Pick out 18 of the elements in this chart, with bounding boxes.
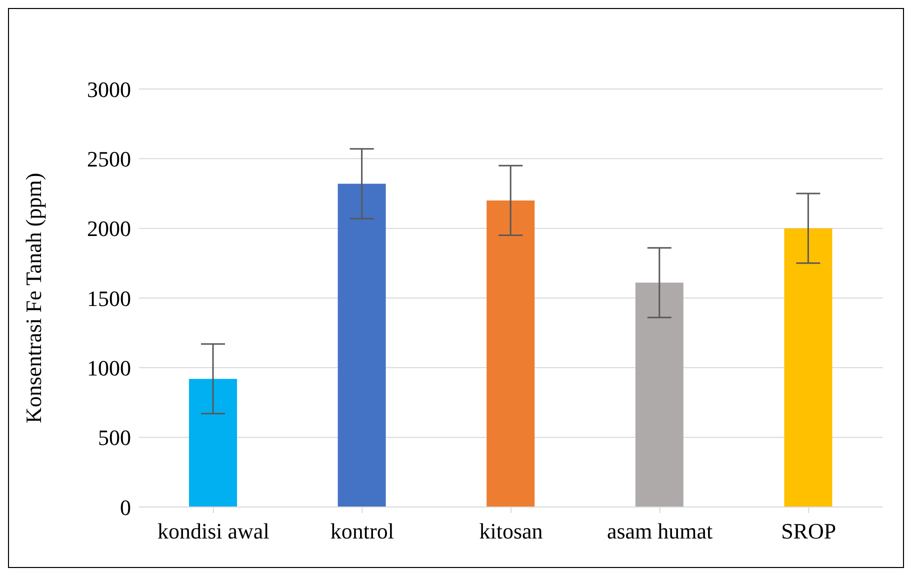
y-tick-label: 1000 [87,355,131,380]
x-tick-label: asam humat [606,518,713,544]
bar [338,184,386,507]
y-tick-label: 0 [120,494,131,520]
y-tick-label: 2500 [87,146,131,172]
y-tick-label: 500 [98,425,131,450]
y-axis-title: Konsentrasi Fe Tanah (ppm) [20,172,46,424]
bar [784,228,832,507]
y-tick-label: 2000 [87,216,131,242]
bar [635,282,684,507]
y-tick-label: 1500 [87,286,131,311]
y-tick-label: 3000 [87,76,131,102]
bar [486,200,535,507]
x-tick-label: SROP [781,518,836,544]
bar [189,378,237,507]
x-tick-label: kontrol [330,518,394,544]
x-tick-label: kondisi awal [157,518,270,544]
x-tick-label: kitosan [479,518,543,544]
